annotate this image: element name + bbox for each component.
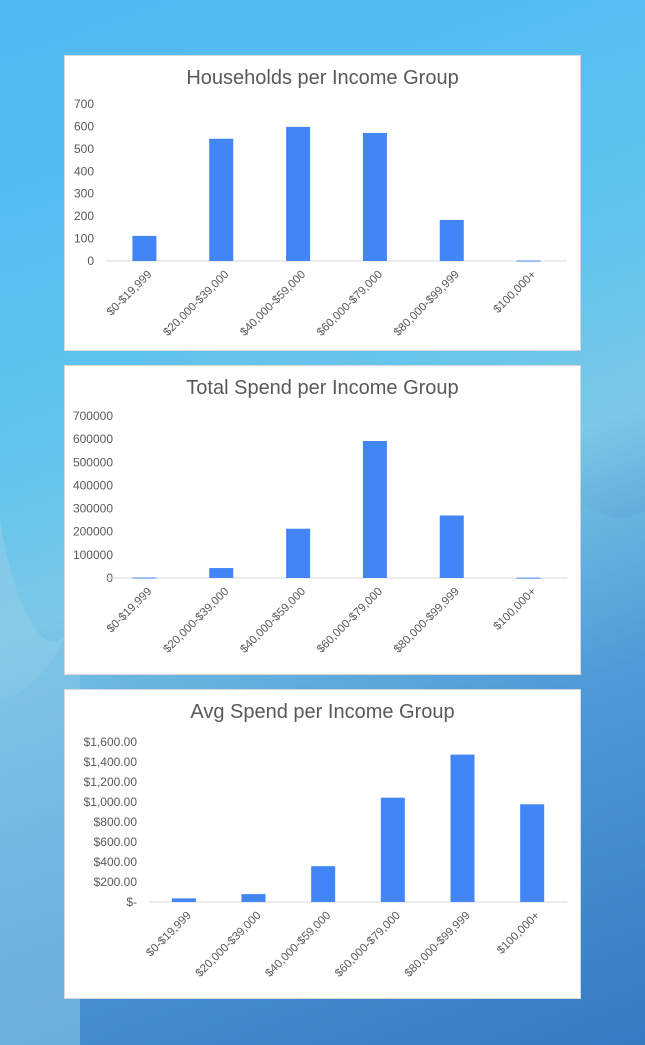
x-tick-label: $40,000-$59,000 [238,269,308,339]
y-tick-label: 600000 [73,432,113,446]
x-tick-label: $100,000+ [492,585,539,632]
x-tick-label: $80,000-$99,999 [392,586,462,656]
bar [132,235,157,261]
x-tick-label: $0-$19,999 [105,269,155,319]
y-tick-label: $1,600.00 [84,735,138,749]
y-tick-label: 500000 [73,455,113,469]
bar [209,568,234,578]
bar [209,138,234,261]
x-tick-label: $100,000+ [492,268,539,315]
y-tick-label: 200 [74,209,94,223]
x-tick-label: $40,000-$59,000 [238,586,308,656]
bar [362,132,387,261]
y-tick-label: 100000 [73,548,113,562]
x-tick-label: $20,000-$39,000 [194,910,264,980]
bar [362,440,387,578]
x-tick-label: $0-$19,999 [105,586,155,636]
y-tick-label: 300 [74,187,94,201]
households-chart: 0 100 200 300 400 500 600 700 $0-$19,999 $20,000-… [74,97,567,339]
chart-panel-households: Households per Income Group 0 100 200 300 40… [64,55,581,351]
avg-spend-chart: $- $200.00 $400.00 $600.00 $800.00 $1,000.00 $… [84,735,567,980]
x-tick-label: $60,000-$79,000 [315,586,385,656]
chart-title: Households per Income Group [186,67,459,89]
bar [450,754,475,902]
bar [516,577,541,579]
y-tick-label: 700000 [73,409,113,423]
x-tick-label: $60,000-$79,000 [333,910,403,980]
x-tick-label: $0-$19,999 [144,910,194,960]
bar [286,528,311,578]
y-tick-label: 0 [87,254,94,268]
bar [241,894,266,902]
y-tick-label: $200.00 [94,875,138,889]
x-tick-label: $20,000-$39,000 [161,586,231,656]
x-tick-label: $40,000-$59,000 [263,910,333,980]
y-tick-label: 500 [74,142,94,156]
bar [380,797,405,902]
y-tick-label: 600 [74,119,94,133]
bar [439,219,464,261]
x-tick-label: $20,000-$39,000 [161,269,231,339]
y-tick-label: $- [126,895,137,909]
y-tick-label: 300000 [73,502,113,516]
y-tick-label: 700 [74,97,94,111]
x-tick-label: $100,000+ [495,909,542,956]
y-tick-label: 100 [74,232,94,246]
y-tick-label: 200000 [73,525,113,539]
y-tick-label: $1,200.00 [84,775,138,789]
x-tick-label: $60,000-$79,000 [315,269,385,339]
bar [516,260,541,262]
y-tick-label: $400.00 [94,855,138,869]
total-spend-chart: 0100000200000300000400000500000600000700… [73,409,567,656]
bar [171,898,196,902]
y-tick-label: $600.00 [94,835,138,849]
chart-panel-total-spend: Total Spend per Income Group 0 100000 2000… [64,365,581,675]
bar [520,804,545,902]
y-tick-label: 400 [74,164,94,178]
y-tick-label: $1,000.00 [84,795,138,809]
bar [132,577,157,579]
x-tick-label: $80,000-$99,999 [403,910,473,980]
x-tick-label: $80,000-$99,999 [392,269,462,339]
y-tick-label: 400000 [73,478,113,492]
bar [439,515,464,578]
y-tick-label: $800.00 [94,815,138,829]
chart-panel-avg-spend: Avg Spend per Income Group $- $200.00 $400… [64,689,581,999]
y-tick-label: $1,400.00 [84,755,138,769]
chart-title: Total Spend per Income Group [186,377,459,399]
bar [311,866,336,902]
chart-title: Avg Spend per Income Group [190,701,455,723]
bar [286,126,311,262]
